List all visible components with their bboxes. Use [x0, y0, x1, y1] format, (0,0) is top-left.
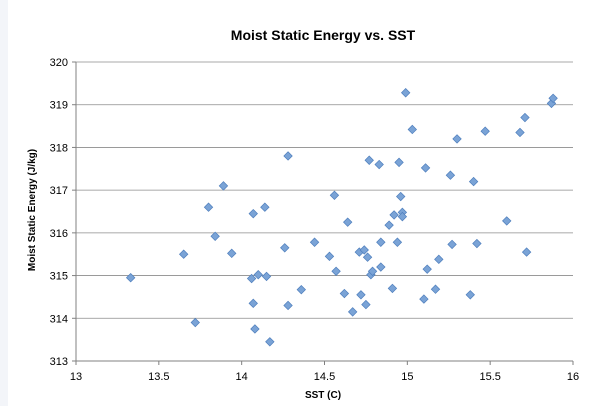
data-point	[394, 157, 404, 168]
data-point	[362, 252, 373, 262]
data-point	[253, 270, 263, 280]
data-point	[265, 337, 275, 347]
data-point	[434, 254, 444, 265]
y-tick-label: 317	[50, 185, 68, 197]
data-point	[546, 98, 557, 109]
data-point	[125, 273, 136, 283]
x-tick-label: 15.5	[479, 371, 500, 383]
y-tick-labels: 313 314 315 316 317 318 319 320	[50, 57, 68, 368]
data-point	[246, 273, 257, 284]
data-point	[400, 88, 411, 98]
y-tick-label: 319	[50, 100, 68, 112]
data-point	[472, 238, 482, 249]
data-point	[250, 324, 260, 334]
y-tick-label: 318	[50, 142, 68, 154]
data-point	[384, 220, 394, 230]
y-tick-label: 314	[50, 313, 68, 325]
data-point	[502, 216, 512, 226]
y-axis-title: Moist Static Energy (J/kg)	[27, 149, 38, 271]
data-point	[283, 300, 293, 311]
data-point	[447, 239, 457, 250]
x-tick-label: 13	[70, 371, 82, 383]
data-point	[465, 290, 475, 300]
data-point	[374, 159, 384, 170]
data-point	[324, 251, 335, 262]
data-point	[520, 112, 530, 123]
data-point	[407, 124, 417, 135]
gridlines	[76, 61, 573, 319]
data-point	[364, 155, 374, 165]
data-point	[376, 262, 386, 272]
data-point	[359, 245, 369, 255]
data-points	[125, 88, 558, 347]
data-point	[260, 202, 270, 212]
data-point	[248, 298, 258, 309]
data-point	[342, 217, 353, 227]
y-tick-label: 315	[50, 271, 68, 283]
x-tick-labels: 13 13.5 14 14.5 15 15.5 16	[70, 371, 579, 383]
x-tick-label: 16	[567, 371, 579, 383]
x-axis-title: SST (C)	[305, 390, 341, 401]
data-point	[468, 176, 479, 187]
data-point	[356, 290, 366, 300]
y-tick-label: 313	[50, 356, 68, 368]
data-point	[387, 283, 398, 294]
x-tick-label: 13.5	[148, 371, 169, 383]
data-point	[422, 264, 432, 274]
data-point	[227, 248, 237, 259]
data-point	[347, 307, 358, 317]
data-point	[361, 299, 371, 310]
data-point	[367, 266, 378, 276]
data-point	[190, 317, 200, 328]
data-point	[430, 284, 441, 294]
data-point	[339, 288, 350, 299]
data-point	[376, 237, 386, 247]
axes	[72, 61, 574, 365]
data-point	[261, 271, 272, 282]
data-point	[210, 231, 220, 241]
data-point	[396, 191, 406, 202]
data-point	[178, 249, 189, 259]
data-point	[397, 211, 408, 222]
x-tick-label: 14.5	[314, 371, 335, 383]
data-point	[296, 284, 307, 295]
y-tick-label: 316	[50, 228, 68, 240]
y-tick-label: 320	[50, 57, 68, 69]
data-point	[419, 294, 429, 304]
data-point	[203, 202, 214, 212]
data-point	[309, 237, 320, 247]
data-point	[392, 237, 403, 247]
data-point	[521, 247, 532, 257]
x-tick-label: 14	[236, 371, 248, 383]
data-point	[283, 151, 293, 161]
chart-area: Moist Static Energy vs. SST 313 314 315 316…	[8, 0, 591, 406]
scatter-chart: Moist Static Energy vs. SST 313 314 315 316…	[27, 27, 579, 401]
data-point	[420, 163, 431, 173]
data-point	[389, 210, 399, 220]
data-point	[280, 243, 290, 253]
data-point	[331, 266, 341, 276]
data-point	[515, 127, 525, 138]
data-point	[480, 126, 490, 136]
data-point	[445, 170, 456, 180]
chart-title: Moist Static Energy vs. SST	[231, 27, 416, 43]
data-point	[218, 181, 229, 191]
data-point	[548, 93, 558, 104]
x-tick-label: 15	[401, 371, 413, 383]
data-point	[452, 134, 462, 144]
data-point	[248, 208, 258, 219]
data-point	[329, 190, 340, 200]
